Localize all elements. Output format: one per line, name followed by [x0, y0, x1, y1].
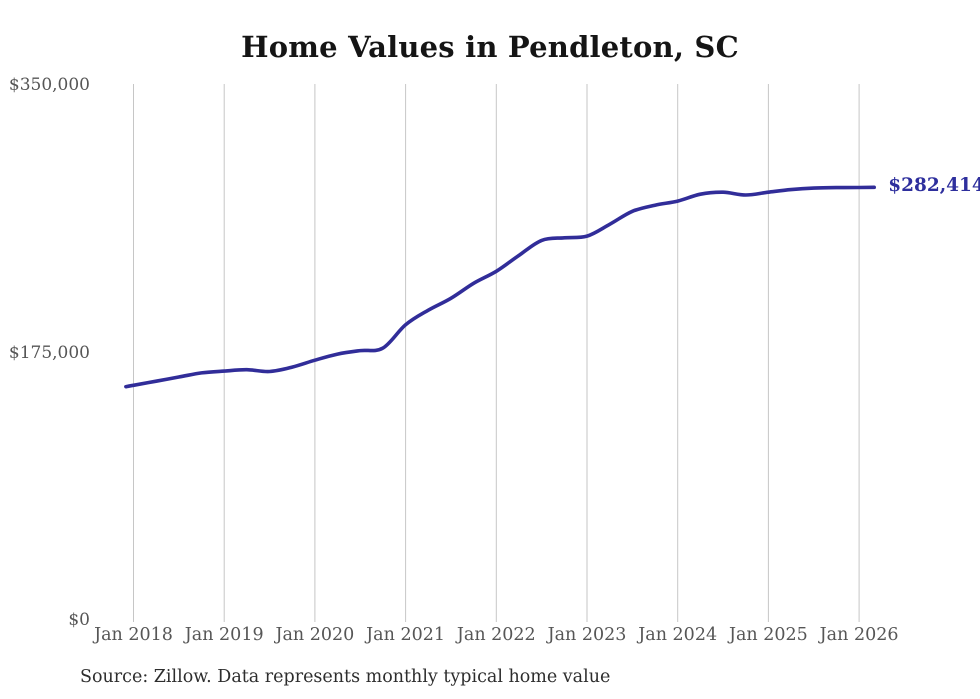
x-tick-label: Jan 2020 — [275, 625, 355, 645]
x-tick-label: Jan 2019 — [184, 625, 264, 645]
latest-value-label: $282,414 — [888, 175, 980, 197]
y-tick-label: $175,000 — [8, 342, 90, 363]
x-tick-label: Jan 2022 — [456, 625, 536, 645]
x-tick-label: Jan 2024 — [638, 625, 718, 645]
y-tick-label: $350,000 — [8, 75, 90, 95]
source-note: Source: Zillow. Data represents monthly … — [80, 667, 611, 687]
x-tick-label: Jan 2021 — [366, 625, 445, 645]
x-tick-label: Jan 2023 — [547, 625, 627, 645]
home-value-line — [124, 185, 876, 389]
gridline-group — [133, 84, 860, 622]
x-tick-label: Jan 2026 — [819, 625, 899, 645]
chart-title: Home Values in Pendleton, SC — [241, 30, 739, 64]
x-tick-label: Jan 2025 — [728, 625, 808, 645]
y-tick-label: $0 — [68, 610, 90, 630]
x-tick-label: Jan 2018 — [94, 625, 173, 645]
